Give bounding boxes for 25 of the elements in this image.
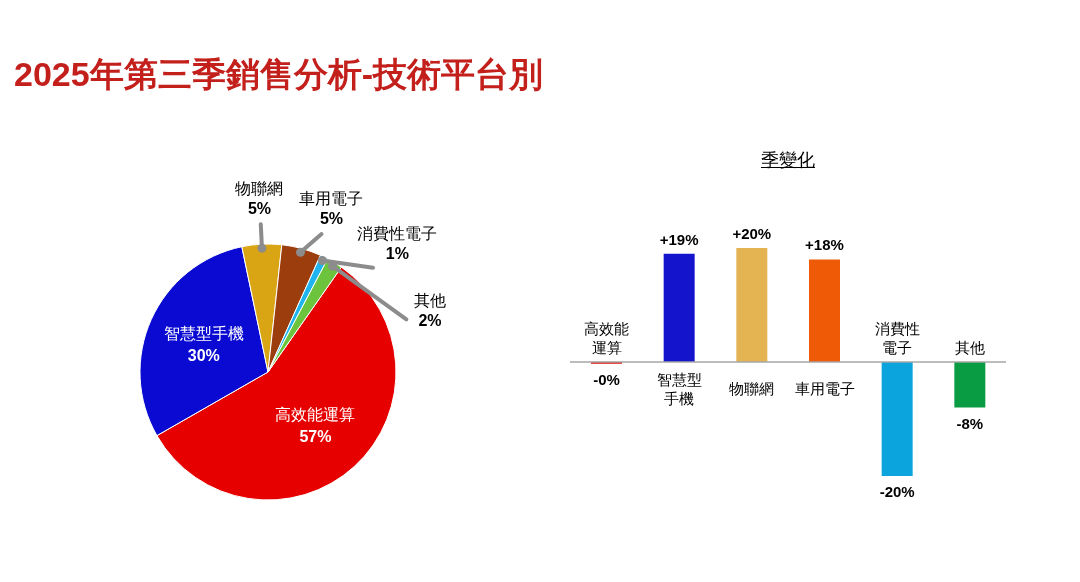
slice-label: 車用電子 bbox=[299, 190, 364, 208]
data-label: 1% bbox=[385, 245, 409, 263]
data-label: 2% bbox=[418, 312, 442, 330]
data-label: 30% bbox=[187, 347, 220, 365]
data-label: +19% bbox=[659, 230, 699, 248]
x-tick-label: 其他 bbox=[954, 339, 985, 356]
x-tick-label: 智慧型手機 bbox=[656, 371, 702, 407]
x-tick-label: 車用電子 bbox=[794, 380, 855, 397]
chart-title: 2025年第三季銷售分析-技術平台別 bbox=[14, 54, 543, 94]
data-label: +18% bbox=[805, 236, 844, 254]
slice-label: 其他 bbox=[413, 292, 446, 310]
data-label: 5% bbox=[247, 200, 272, 218]
slice-label: 高效能運算 bbox=[275, 405, 356, 423]
data-label: +20% bbox=[732, 225, 772, 242]
chart-title: 季變化 bbox=[760, 149, 816, 172]
data-label: 57% bbox=[299, 427, 332, 445]
x-tick-label: 消費性電子 bbox=[874, 320, 920, 356]
x-tick-label: 高效能運算 bbox=[584, 320, 629, 356]
x-tick-label: 物聯網 bbox=[729, 380, 775, 397]
slice-label: 物聯網 bbox=[235, 180, 284, 198]
data-label: -8% bbox=[956, 414, 984, 432]
slice-label: 消費性電子 bbox=[357, 225, 438, 243]
data-label: -0% bbox=[593, 370, 620, 388]
data-label: 5% bbox=[319, 210, 344, 228]
data-label: -20% bbox=[879, 483, 915, 500]
